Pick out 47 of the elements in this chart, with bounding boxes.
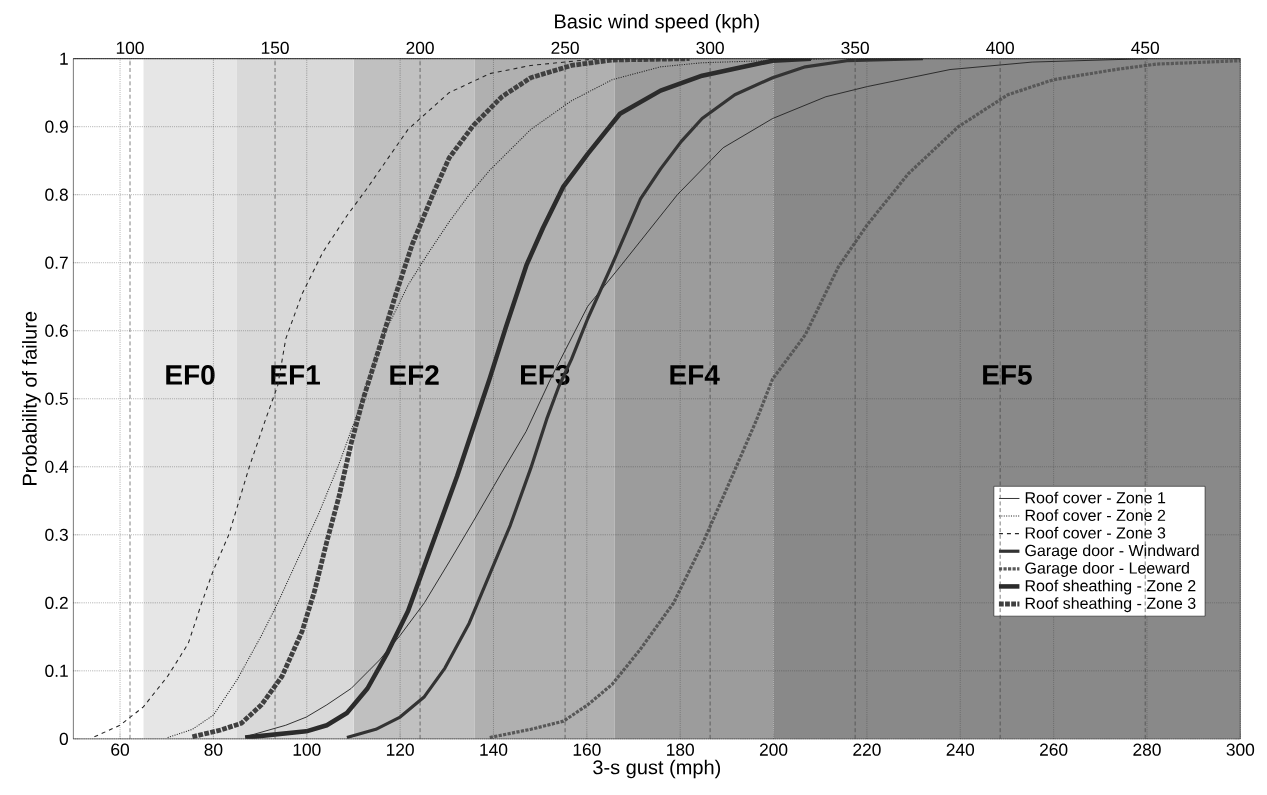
y-tick-label: 0.1 [45, 664, 68, 678]
legend-label: Roof cover - Zone 3 [1025, 526, 1166, 539]
y-tick-label: 1 [60, 52, 68, 65]
band-label: EF5 [983, 365, 1032, 385]
x-tick-label: 240 [946, 743, 975, 756]
legend-label: Roof sheathing - Zone 3 [1025, 597, 1196, 613]
x-tick-label: 160 [573, 743, 601, 756]
x2-tick-label: 350 [841, 41, 869, 55]
x-tick-label: 220 [853, 743, 881, 756]
x-axis-title: 3-s gust (mph) [593, 759, 721, 779]
x2-tick-label: 400 [986, 41, 1014, 55]
legend-label: Roof cover - Zone 2 [1025, 509, 1166, 522]
x-tick-label: 60 [111, 743, 130, 756]
x2-tick-label: 100 [116, 41, 144, 55]
x2-tick-label: 250 [551, 41, 579, 55]
x2-tick-label: 150 [261, 41, 289, 55]
x2-tick-label: 200 [406, 41, 434, 55]
band-label: EF0 [166, 365, 215, 385]
x2-axis-title: Basic wind speed (kph) [555, 13, 759, 33]
y-tick-label: 0.8 [45, 188, 68, 201]
y-axis-title: Probability of failure [22, 311, 41, 486]
x-tick-label: 260 [1040, 743, 1068, 756]
legend-label: Roof sheathing - Zone 2 [1025, 579, 1196, 595]
x-tick-label: 180 [667, 743, 694, 756]
x-tick-label: 80 [204, 743, 223, 756]
x-tick-label: 200 [759, 743, 788, 756]
band-label: EF2 [390, 365, 439, 385]
y-tick-label: 0.4 [45, 460, 69, 473]
band-label: EF4 [670, 365, 720, 385]
x-tick-label: 280 [1133, 743, 1161, 756]
x2-tick-label: 300 [696, 41, 724, 55]
x2-tick-label: 450 [1131, 41, 1159, 55]
y-tick-label: 0.5 [45, 392, 68, 405]
x-tick-label: 140 [480, 743, 508, 756]
y-tick-label: 0 [59, 732, 68, 746]
y-tick-label: 0.9 [45, 120, 68, 133]
legend-label: Garage door - Windward [1025, 544, 1199, 560]
x-tick-label: 100 [293, 743, 321, 756]
legend-label: Garage door - Leeward [1025, 562, 1189, 578]
x-tick-label: 300 [1226, 743, 1255, 756]
y-tick-label: 0.6 [45, 324, 68, 337]
band-label: EF1 [271, 365, 320, 385]
x-tick-label: 120 [386, 743, 414, 756]
y-tick-label: 0.7 [45, 256, 68, 269]
legend-label: Roof cover - Zone 1 [1025, 491, 1166, 504]
y-tick-label: 0.2 [45, 596, 68, 610]
y-tick-label: 0.3 [45, 528, 68, 541]
